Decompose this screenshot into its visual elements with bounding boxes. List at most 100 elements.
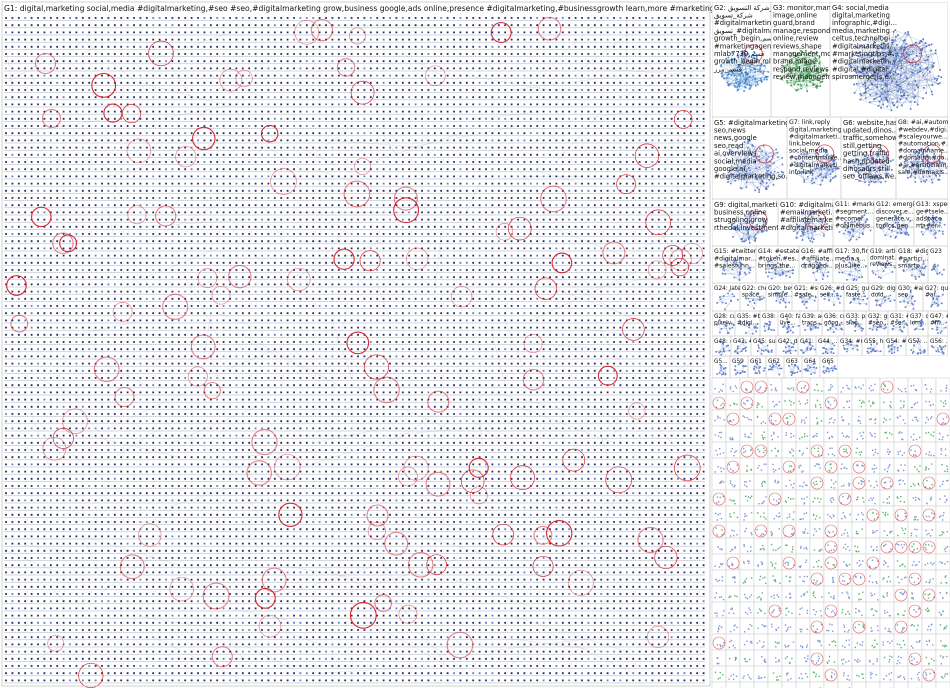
cluster-nodes [887, 340, 902, 355]
small-cluster-cell [837, 425, 853, 443]
highlight-ring [287, 267, 311, 292]
group-label-line: G20: beyon... [768, 286, 807, 292]
small-cluster-nodes [729, 385, 738, 393]
highlight-ring [343, 180, 371, 208]
highlight-ring [743, 44, 763, 64]
highlight-ring [768, 412, 782, 426]
small-cluster-nodes [856, 431, 865, 440]
small-cluster-nodes [841, 482, 851, 487]
highlight-ring [922, 668, 936, 682]
small-cluster-nodes [716, 657, 720, 665]
small-cluster-cell [823, 617, 839, 635]
group-label-line: management,monitor [773, 50, 847, 58]
small-cluster-cell [823, 585, 839, 603]
small-cluster-nodes [814, 463, 821, 469]
small-cluster-cell [753, 537, 769, 555]
cluster-g32: G32: grou...#seo... [866, 311, 888, 336]
highlight-ring [403, 455, 429, 481]
small-cluster-cell [921, 489, 937, 507]
cluster-g64: G64 [802, 356, 820, 378]
cluster-nodes [875, 292, 896, 307]
highlight-ring [450, 286, 473, 308]
small-cluster-cell [711, 457, 727, 475]
small-cluster-nodes [871, 464, 878, 473]
cluster-g35: G35: #bog...#digi... [735, 311, 774, 336]
group-label-line: G17: 30,findi... [835, 248, 881, 255]
small-cluster-cell [921, 425, 937, 443]
small-cluster-nodes [910, 640, 921, 649]
small-cluster-nodes [770, 594, 780, 599]
group-label-line: reviews... [870, 262, 898, 268]
group-label-line: generate,v... [876, 215, 915, 222]
cluster-g41: G41: #s... [798, 336, 816, 356]
group-label-line: seo,read [714, 142, 743, 150]
small-cluster-cell [879, 681, 895, 688]
small-cluster-cell [879, 409, 895, 427]
cluster-border [766, 283, 792, 311]
cluster-g5: G5: #digitalmarketing,seoseo,newsnews,go… [712, 117, 787, 199]
small-cluster-nodes [854, 658, 861, 663]
group-label-line: digital,marketing [832, 12, 890, 20]
cluster-nodes [745, 291, 765, 310]
small-cluster-cell [893, 585, 909, 603]
small-cluster-cell [781, 681, 797, 688]
cluster-border [766, 356, 784, 378]
small-cluster-nodes [800, 644, 809, 649]
cluster-nodes [788, 363, 802, 376]
cluster-g40: G40: facul...live... [778, 311, 800, 336]
highlight-ring [235, 69, 253, 88]
group-label-line: G65 [822, 359, 834, 365]
small-cluster-cell [781, 473, 797, 491]
group-label-line: G35: #bog... [737, 314, 774, 320]
small-cluster-cell [725, 617, 741, 635]
small-cluster-cell [711, 441, 727, 459]
highlight-ring [446, 631, 474, 659]
small-cluster-nodes [939, 655, 948, 665]
highlight-ring [852, 572, 866, 586]
small-cluster-cell [893, 665, 909, 683]
small-cluster-nodes [910, 528, 918, 537]
cluster-g65: G65 [820, 356, 838, 378]
cluster-g44: G44: ... [816, 336, 838, 356]
small-cluster-nodes [941, 464, 949, 473]
group-label-line: G24: latest... [714, 286, 752, 292]
highlight-ring [468, 457, 489, 478]
cluster-nodes [822, 290, 842, 306]
small-cluster-nodes [785, 544, 794, 553]
small-cluster-nodes [883, 530, 893, 536]
small-cluster-cell [795, 489, 811, 507]
group-label-line: G8: #ai,#automati... [898, 119, 950, 126]
highlight-ring [782, 524, 796, 538]
group-label-line: G38: #s... [762, 314, 791, 320]
group-label-line: G19: article,r... [870, 249, 913, 255]
small-cluster-cell [795, 393, 811, 411]
group-label-line: #digitalmarketi... [789, 133, 843, 140]
small-cluster-nodes [924, 593, 935, 599]
highlight-ring [824, 668, 838, 682]
cluster-nodes [715, 341, 731, 356]
small-cluster-nodes [898, 479, 906, 486]
highlight-ring [654, 545, 678, 570]
group-label-line: G54: #t... [886, 339, 914, 345]
group-label-line: G39: adve... [802, 314, 838, 320]
cluster-g4: G4: social,mediadigital,marketinginfogra… [830, 2, 948, 117]
small-cluster-nodes [940, 400, 947, 407]
small-cluster-cell [725, 441, 741, 459]
small-cluster-nodes [745, 495, 753, 502]
small-cluster-nodes [858, 591, 864, 601]
cluster-g11: G11: #marketin...#segment...#ecomer...#o… [833, 199, 874, 246]
highlight-ring [126, 138, 152, 164]
group-label-line: media,s... [835, 255, 865, 262]
small-cluster-cell [711, 633, 727, 651]
small-cluster-nodes [856, 673, 864, 679]
group-label-line: G45: subu... [753, 339, 788, 345]
small-cluster-cell [725, 537, 741, 555]
small-cluster-nodes [897, 388, 907, 393]
group-label-line: pixelv... [714, 321, 736, 327]
small-cluster-cell [809, 505, 825, 523]
cluster-border [874, 199, 914, 246]
cluster-g63: G63 [784, 356, 802, 378]
highlight-ring [270, 168, 297, 195]
highlight-ring [398, 604, 418, 624]
small-cluster-nodes [785, 415, 791, 424]
